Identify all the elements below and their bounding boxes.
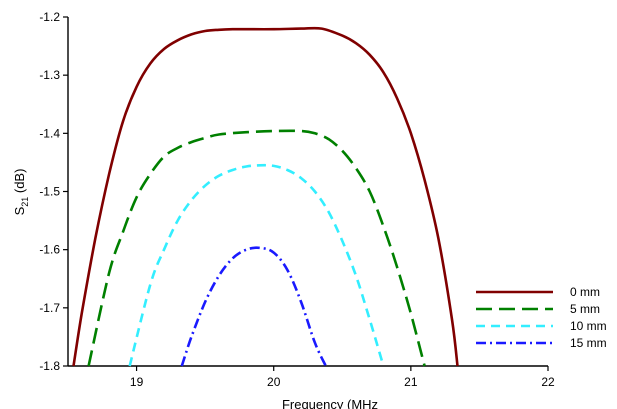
series-line-3 <box>180 246 327 367</box>
y-axis-label-sub: 21 <box>20 197 30 207</box>
legend-label-2: 10 mm <box>570 319 607 333</box>
x-tick-label: 22 <box>541 375 555 389</box>
y-tick-label: -1.5 <box>39 185 60 199</box>
legend: 0 mm 5 mm 10 mm 15 mm <box>476 285 607 350</box>
y-tick-label: -1.7 <box>39 301 60 315</box>
x-tick-label: 21 <box>404 375 418 389</box>
y-tick-label: -1.4 <box>39 126 60 140</box>
axes: -1.8 -1.7 -1.6 -1.5 -1.4 -1.3 -1.2 19 20 21 22 <box>39 10 555 389</box>
series-line-0 <box>72 26 459 367</box>
x-axis-label: Frequency (MHz <box>282 397 378 409</box>
legend-label-1: 5 mm <box>570 302 600 316</box>
y-tick-label: -1.6 <box>39 243 60 257</box>
series-line-1 <box>87 129 426 367</box>
legend-label-0: 0 mm <box>570 285 600 299</box>
y-tick-label: -1.2 <box>39 10 60 24</box>
x-tick-label: 20 <box>267 375 281 389</box>
series-line-2 <box>128 163 385 367</box>
y-axis-label: S21 (dB) <box>12 169 30 216</box>
y-axis-label-unit: (dB) <box>12 169 27 197</box>
y-axis-label-main: S <box>12 206 27 215</box>
y-tick-label: -1.3 <box>39 68 60 82</box>
series-layer <box>72 26 459 367</box>
y-tick-label: -1.8 <box>39 359 60 373</box>
x-tick-label: 19 <box>130 375 144 389</box>
legend-label-3: 15 mm <box>570 336 607 350</box>
